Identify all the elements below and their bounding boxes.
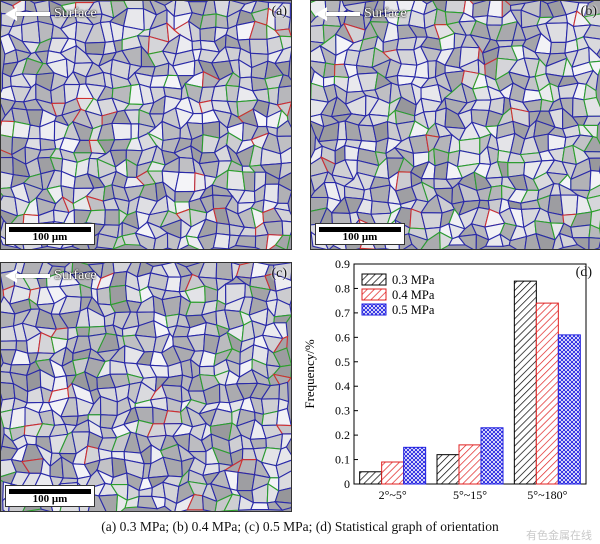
surface-label-c: Surface bbox=[54, 268, 97, 283]
bar bbox=[403, 446, 427, 485]
orientation-bar-chart: (d) 0 0.1 0.2 0.3 0.4 0.5 0.6 0.7 0.8 0.9 2°~5° 5°~… bbox=[302, 257, 593, 518]
scale-label-a: 100 μm bbox=[32, 231, 68, 243]
figure-caption: (a) 0.3 MPa; (b) 0.4 MPa; (c) 0.5 MPa; (… bbox=[101, 519, 499, 534]
bar bbox=[535, 302, 559, 485]
panel-tag-a: (a) bbox=[271, 4, 287, 19]
micrograph-image-b bbox=[311, 1, 600, 249]
bar bbox=[557, 334, 581, 485]
y-tick-label: 0 bbox=[344, 477, 350, 491]
left-arrow-icon bbox=[315, 7, 327, 21]
x-tick-label: 5°~180° bbox=[527, 488, 567, 502]
bar bbox=[381, 461, 405, 485]
legend-label: 0.5 MPa bbox=[392, 303, 435, 317]
legend-swatch bbox=[361, 288, 387, 301]
surface-label-a: Surface bbox=[54, 6, 97, 21]
y-tick-label: 0.1 bbox=[335, 453, 350, 467]
panel-tag-c: (c) bbox=[271, 266, 287, 281]
bar bbox=[436, 454, 460, 485]
y-tick-label: 0.3 bbox=[335, 404, 350, 418]
left-arrow-icon bbox=[5, 269, 17, 283]
y-tick-label: 0.4 bbox=[335, 379, 350, 393]
bar bbox=[458, 444, 482, 485]
micrograph-image-a bbox=[1, 1, 291, 249]
surface-indicator-b: Surface bbox=[315, 6, 407, 22]
micrograph-panel-c: Surface (c) 100 μm bbox=[0, 262, 292, 512]
y-axis-label: Frequency/% bbox=[302, 339, 317, 408]
legend-swatch bbox=[361, 273, 387, 286]
bar bbox=[359, 471, 383, 485]
bar bbox=[480, 427, 504, 485]
y-tick-label: 0.6 bbox=[335, 330, 350, 344]
scale-bar-c: 100 μm bbox=[5, 485, 95, 507]
legend-label: 0.3 MPa bbox=[392, 273, 435, 287]
scale-bar-a: 100 μm bbox=[5, 223, 95, 245]
surface-label-b: Surface bbox=[364, 6, 407, 21]
y-tick-label: 0.7 bbox=[335, 306, 350, 320]
micrograph-panel-b: Surface (b) 100 μm bbox=[310, 0, 600, 250]
panel-tag-b: (b) bbox=[580, 4, 597, 19]
y-tick-label: 0.8 bbox=[335, 281, 350, 295]
left-arrow-icon bbox=[5, 7, 17, 21]
y-tick-label: 0.9 bbox=[335, 257, 350, 271]
x-tick-label: 5°~15° bbox=[453, 488, 487, 502]
y-tick-label: 0.2 bbox=[335, 428, 350, 442]
scale-bar-b: 100 μm bbox=[315, 223, 405, 245]
bar bbox=[513, 280, 537, 485]
surface-indicator-a: Surface bbox=[5, 6, 97, 22]
legend-swatch bbox=[361, 303, 387, 316]
micrograph-panel-a: Surface (a) 100 μm bbox=[0, 0, 292, 250]
y-tick-label: 0.5 bbox=[335, 355, 350, 369]
micrograph-image-c bbox=[1, 263, 291, 511]
orientation-chart-panel: (d) 0 0.1 0.2 0.3 0.4 0.5 0.6 0.7 0.8 0.9 2°~5° 5°~… bbox=[300, 250, 600, 518]
chart-panel-tag: (d) bbox=[576, 265, 593, 280]
surface-indicator-c: Surface bbox=[5, 268, 97, 284]
scale-label-b: 100 μm bbox=[342, 231, 378, 243]
legend-label: 0.4 MPa bbox=[392, 288, 435, 302]
x-tick-label: 2°~5° bbox=[379, 488, 407, 502]
watermark: 有色金属在线 bbox=[526, 529, 592, 542]
scale-label-c: 100 μm bbox=[32, 493, 68, 505]
